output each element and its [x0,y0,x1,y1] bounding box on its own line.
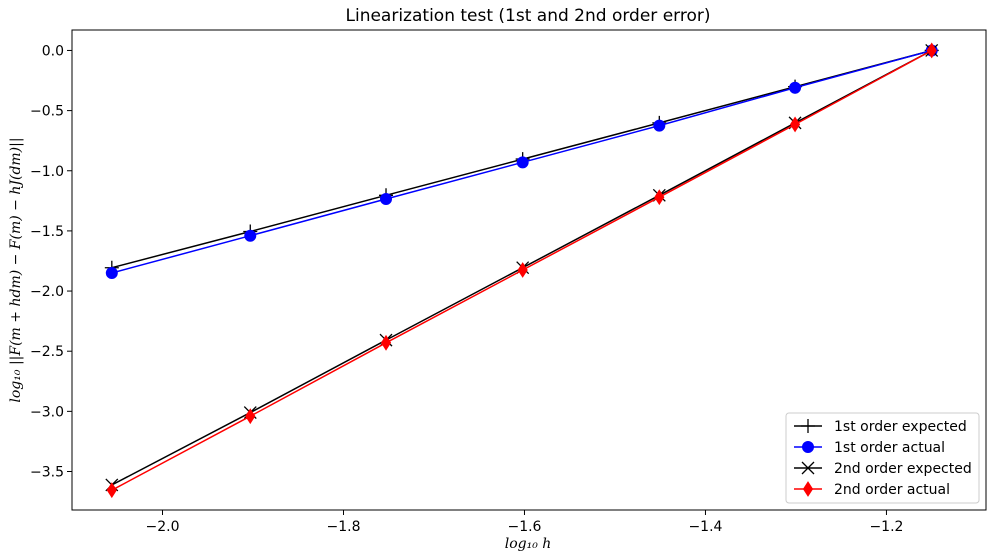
chart-title: Linearization test (1st and 2nd order er… [346,6,711,26]
x-tick-label: −1.2 [869,519,903,535]
x-axis-label: log₁₀ h [505,536,552,552]
legend-item: 2nd order expected [794,461,972,477]
data-point-2nd-order-actual [789,116,801,133]
y-tick-label: 0.0 [42,43,64,59]
data-point-1st-order-actual [244,229,257,242]
data-point-2nd-order-actual [380,334,392,351]
x-tick-label: −1.4 [688,519,722,535]
data-point-1st-order-actual [380,193,393,206]
y-axis-label: log₁₀ ||F(m + hdm) − F(m) − hJ(dm)|| [8,137,24,402]
x-tick-label: −2.0 [145,519,179,535]
legend-box [785,412,980,504]
legend-label: 1st order actual [834,440,945,456]
legend-marker [802,481,814,497]
x-tick-label: −1.6 [507,519,541,535]
x-tick-label: −1.8 [326,519,360,535]
data-point-2nd-order-actual [654,189,665,206]
y-tick-label: −3.0 [30,404,64,420]
legend-label: 2nd order expected [834,461,972,477]
data-point-1st-order-actual [105,267,118,280]
y-tick-label: −3.5 [30,465,64,481]
data-point-1st-order-actual [789,81,802,94]
y-tick-label: −1.5 [30,224,64,240]
y-tick-label: −0.5 [30,104,64,120]
legend-item: 2nd order actual [794,481,950,498]
y-tick-label: −2.0 [30,284,64,300]
legend-item: 1st order actual [794,440,945,456]
data-point-1st-order-actual [516,156,529,169]
data-point-2nd-order-actual [245,408,256,425]
legend: 1st order expected 1st order actual 2nd or… [785,412,980,504]
y-tick-label: −1.0 [30,164,64,180]
legend-item: 1st order expected [794,419,967,435]
legend-label: 2nd order actual [834,482,950,498]
plot-frame [71,29,987,511]
data-point-2nd-order-actual [926,42,937,59]
legend-marker [802,441,814,453]
y-tick-label: −2.5 [30,344,64,360]
legend-label: 1st order expected [834,419,967,435]
legend-marker [801,419,815,433]
legend-marker [801,461,815,475]
data-point-2nd-order-actual [517,262,528,278]
data-point-2nd-order-actual [106,482,117,499]
data-point-1st-order-actual [653,119,666,132]
series-2nd-order-actual [106,42,937,499]
